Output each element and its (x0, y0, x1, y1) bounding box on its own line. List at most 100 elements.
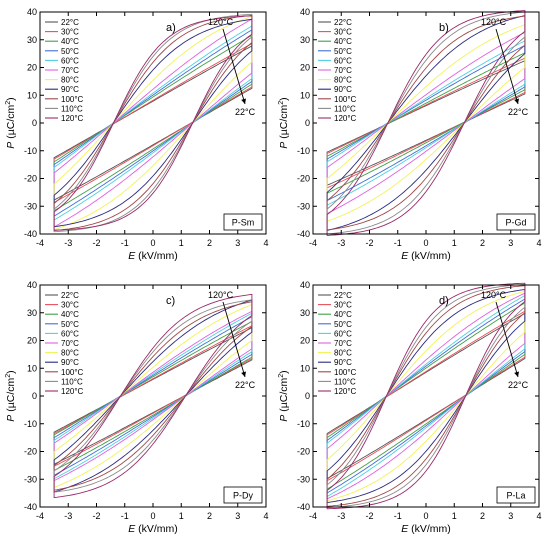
loop-22C (326, 60, 526, 186)
x-tick-label: 0 (423, 238, 428, 248)
y-tick-label: 40 (300, 280, 310, 290)
legend-entry: 60°C (334, 329, 352, 338)
y-axis-label: P (µC/cm2) (278, 97, 290, 148)
legend-entry: 22°C (61, 18, 79, 27)
y-tick-label: -20 (297, 447, 310, 457)
loop-80C (53, 303, 253, 489)
x-axis-unit: (kV/mm) (411, 250, 451, 262)
y-tick-label: 20 (300, 63, 310, 73)
annotation-low-temp: 22°C (508, 380, 529, 390)
loop-22C (326, 312, 526, 480)
loop-90C (53, 299, 253, 493)
loop-110C (53, 299, 253, 493)
x-axis-symbol: E (401, 250, 409, 262)
sample-label: P-Gd (505, 218, 526, 228)
panel-label: b) (439, 22, 449, 34)
sample-label: P-Dy (233, 491, 253, 501)
loop-30C (53, 42, 253, 204)
legend-entry: 50°C (334, 47, 352, 56)
temperature-arrow-head (241, 98, 246, 104)
y-axis-symbol: P (5, 142, 17, 149)
y-axis-unit-superscript: 2 (5, 101, 12, 105)
loop-120C (326, 10, 526, 236)
x-tick-label: -1 (121, 238, 129, 248)
x-axis-unit: (kV/mm) (138, 523, 178, 535)
x-tick-label: 1 (179, 511, 184, 521)
sample-label-box (223, 213, 263, 231)
panel-label: d) (439, 295, 449, 307)
legend-entry: 90°C (334, 358, 352, 367)
hysteresis-loops (53, 293, 253, 499)
legend-entry: 30°C (334, 301, 352, 310)
x-tick-label: -4 (309, 238, 317, 248)
y-tick-label: -10 (297, 146, 310, 156)
legend-entry: 110°C (334, 377, 356, 386)
x-tick-label: -1 (394, 238, 402, 248)
x-tick-label: 0 (150, 238, 155, 248)
loop-60C (53, 312, 253, 480)
x-tick-label: 3 (508, 511, 513, 521)
x-tick-label: -1 (394, 511, 402, 521)
x-tick-label: -2 (365, 238, 373, 248)
temperature-arrow-shaft (222, 28, 246, 105)
y-tick-label: 30 (300, 308, 310, 318)
temperature-arrow-shaft (495, 28, 519, 105)
x-tick-label: 0 (150, 511, 155, 521)
y-axis-symbol: P (278, 415, 290, 422)
y-tick-label: 20 (300, 336, 310, 346)
y-axis-label: P (µC/cm2) (278, 370, 290, 421)
sample-label-box (496, 213, 536, 231)
legend-entry: 22°C (334, 18, 352, 27)
legend-entry: 70°C (61, 66, 79, 75)
y-tick-label: -40 (24, 502, 37, 512)
legend-entry: 40°C (61, 310, 79, 319)
legend-entry: 90°C (61, 85, 79, 94)
y-axis-unit-close: ) (5, 370, 17, 374)
y-axis-unit-superscript: 2 (278, 101, 285, 105)
y-tick-label: -20 (24, 174, 37, 184)
loop-120C (326, 282, 526, 510)
x-tick-label: 4 (536, 511, 541, 521)
legend-entry: 110°C (61, 377, 83, 386)
y-axis-unit-superscript: 2 (278, 374, 285, 378)
x-tick-label: 2 (480, 511, 485, 521)
x-tick-label: 4 (263, 238, 268, 248)
legend-entry: 60°C (334, 56, 352, 65)
y-axis-unit-close: ) (278, 97, 290, 101)
annotation-high-temp: 120°C (481, 290, 507, 300)
loop-70C (326, 292, 526, 500)
x-tick-label: 1 (452, 238, 457, 248)
legend-entry: 40°C (334, 37, 352, 46)
legend: 22°C30°C40°C50°C60°C70°C80°C90°C100°C110… (318, 291, 357, 396)
y-tick-label: -20 (297, 174, 310, 184)
temperature-arrow-shaft (222, 301, 246, 378)
loop-30C (326, 57, 526, 189)
y-tick-label: 30 (300, 35, 310, 45)
legend-entry: 120°C (334, 387, 357, 396)
sample-label-box (496, 486, 536, 504)
temperature-arrow-head (241, 371, 246, 377)
legend-entry: 30°C (334, 28, 352, 37)
x-tick-label: -2 (365, 511, 373, 521)
hysteresis-loops (53, 13, 253, 233)
loop-60C (326, 40, 526, 206)
y-tick-label: 20 (27, 336, 37, 346)
legend-entry: 80°C (61, 349, 79, 358)
y-tick-label: 10 (300, 90, 310, 100)
y-tick-label: 0 (305, 391, 310, 401)
x-tick-label: -1 (121, 511, 129, 521)
loop-22C (53, 45, 253, 201)
legend-entry: 40°C (334, 310, 352, 319)
legend-entry: 30°C (61, 301, 79, 310)
x-tick-label: 3 (235, 511, 240, 521)
y-tick-label: 10 (27, 90, 37, 100)
y-axis-unit: (µC/cm (278, 377, 290, 411)
x-tick-label: -4 (36, 511, 44, 521)
temperature-arrow-shaft (495, 301, 519, 378)
legend-entry: 50°C (61, 320, 79, 329)
x-tick-label: 0 (423, 511, 428, 521)
x-axis-symbol: E (128, 250, 136, 262)
